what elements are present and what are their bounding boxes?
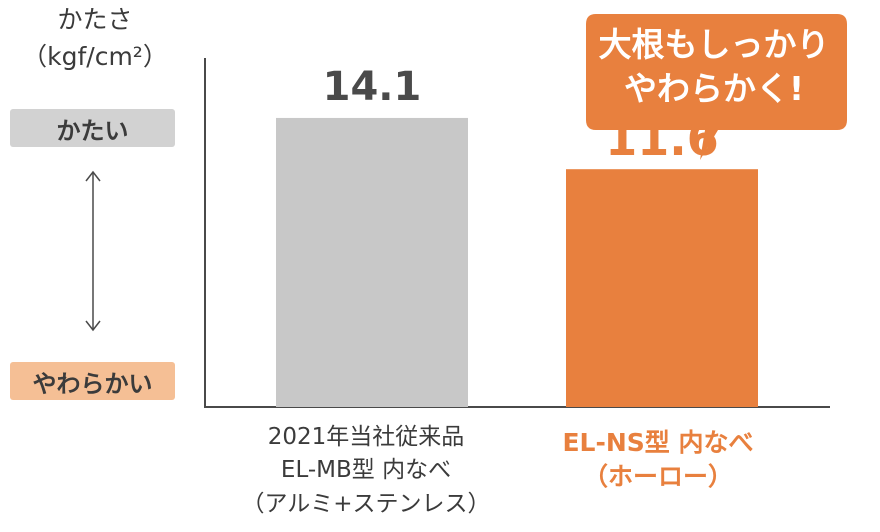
soft-badge: やわらかい — [10, 362, 175, 400]
y-axis-unit: （kgf/cm²） — [22, 42, 168, 71]
category-previous-line-2: EL-MB型 内なべ — [280, 457, 452, 483]
bar-new-product — [566, 169, 758, 407]
category-previous-line-1: 2021年当社従来品 — [267, 424, 465, 450]
value-label-previous: 14.1 — [323, 64, 422, 110]
hard-badge: かたい — [10, 109, 175, 147]
soft-badge-label: やわらかい — [32, 369, 153, 398]
category-previous-line-3: （アルミ+ステンレス） — [241, 491, 491, 517]
callout-line-2: やわらかく! — [623, 69, 805, 108]
category-new-line-1: EL-NS型 内なべ — [562, 428, 754, 457]
scale-arrow — [85, 170, 101, 332]
category-new-line-2: （ホーロー） — [582, 462, 733, 491]
bar-previous-product — [276, 117, 468, 407]
callout-bubble — [586, 14, 847, 160]
callout-line-1: 大根もしっかり — [598, 25, 830, 64]
hard-badge-label: かたい — [56, 116, 129, 145]
y-axis-title: かたさ — [57, 5, 133, 34]
